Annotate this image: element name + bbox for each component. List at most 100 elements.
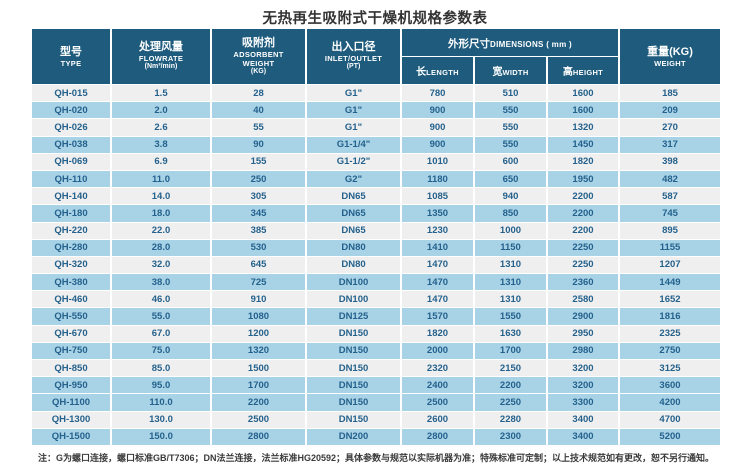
cell-inlet: DN150 (305, 341, 402, 361)
cell-adsorbent: 1320 (210, 341, 307, 361)
table-row: QH-380 38.0 725 DN100 1470 1310 2360 1449 (30, 273, 722, 292)
col-header-adsorbent-unit: (KG) (250, 67, 267, 75)
cell-adsorbent: 55 (210, 118, 307, 137)
cell-weight: 5200 (618, 427, 722, 446)
col-header-inlet-en: INLET/OUTLET (324, 54, 383, 64)
table-row: QH-670 67.0 1200 DN150 1820 1630 2950 2325 (30, 324, 722, 343)
cell-weight: 209 (618, 101, 722, 120)
table-row: QH-026 2.6 55 G1" 900 550 1320 270 (30, 118, 722, 137)
col-header-inlet-cn: 出入口径 (331, 41, 376, 54)
footnote: 注：G为螺口连接，螺口标准GB/T7306；DN法兰连接，法兰标准HG20592… (38, 453, 715, 463)
cell-length: 1410 (400, 238, 475, 257)
cell-adsorbent: 1700 (210, 376, 307, 395)
cell-weight: 1652 (618, 290, 722, 309)
cell-adsorbent: 530 (210, 238, 307, 257)
cell-adsorbent: 2200 (210, 393, 307, 412)
cell-inlet: G1-1/2" (305, 152, 402, 171)
table-row: QH-280 28.0 530 DN80 1410 1150 2250 1155 (30, 238, 722, 257)
cell-flowrate: 38.0 (110, 273, 212, 292)
cell-flowrate: 14.0 (110, 187, 212, 206)
cell-type: QH-850 (30, 358, 112, 378)
cell-height: 1950 (546, 169, 620, 189)
col-header-type-cn: 型号 (60, 45, 82, 58)
cell-inlet: DN100 (305, 290, 402, 309)
col-header-inlet: 出入口径 INLET/OUTLET (PT) (305, 28, 402, 85)
col-header-flowrate-en: FLOWRATE (138, 54, 184, 64)
cell-inlet: DN150 (305, 358, 402, 378)
cell-length: 900 (400, 135, 475, 154)
cell-flowrate: 2.0 (110, 101, 212, 120)
col-header-adsorbent-cn: 吸附剂 (242, 36, 275, 49)
cell-flowrate: 67.0 (110, 324, 212, 343)
cell-adsorbent: 1500 (210, 358, 307, 378)
table-row: QH-550 55.0 1080 DN125 1570 1550 2900 1816 (30, 307, 722, 326)
page-title: 无热再生吸附式干燥机规格参数表 (262, 11, 488, 27)
cell-weight: 1207 (618, 255, 722, 275)
col-header-length: 长LENGTH (400, 56, 475, 85)
table-row: QH-038 3.8 90 G1-1/4" 900 550 1450 317 (30, 135, 722, 154)
cell-length: 1470 (400, 273, 475, 292)
cell-adsorbent: 645 (210, 255, 307, 275)
cell-width: 2300 (473, 427, 548, 446)
cell-inlet: DN65 (305, 187, 402, 206)
cell-width: 1550 (473, 307, 548, 326)
cell-flowrate: 18.0 (110, 204, 212, 223)
cell-weight: 2750 (618, 341, 722, 361)
cell-height: 2900 (546, 307, 620, 326)
cell-adsorbent: 1200 (210, 324, 307, 343)
cell-adsorbent: 305 (210, 187, 307, 206)
spec-table: 型号 TYPE 处理风量 FLOWRATE (Nm³/min) 吸附剂 ADSO… (30, 28, 722, 446)
cell-height: 1820 (546, 152, 620, 171)
table-header: 型号 TYPE 处理风量 FLOWRATE (Nm³/min) 吸附剂 ADSO… (30, 28, 722, 85)
cell-adsorbent: 2800 (210, 427, 307, 446)
cell-flowrate: 75.0 (110, 341, 212, 361)
cell-height: 3400 (546, 427, 620, 446)
col-header-inlet-unit: (PT) (346, 63, 361, 71)
cell-inlet: DN65 (305, 221, 402, 240)
cell-height: 2200 (546, 187, 620, 206)
col-header-height-en: HEIGHT (572, 67, 604, 77)
col-header-weight-cn: 重量(KG) (647, 45, 693, 58)
cell-length: 2500 (400, 393, 475, 412)
table-body: QH-015 1.5 28 G1" 780 510 1600 185 QH-020 2.0 40 G1… (30, 83, 722, 446)
cell-adsorbent: 385 (210, 221, 307, 240)
cell-weight: 398 (618, 152, 722, 171)
col-header-flowrate-unit: (Nm³/min) (144, 63, 178, 71)
cell-height: 3300 (546, 393, 620, 412)
cell-weight: 317 (618, 135, 722, 154)
cell-height: 2360 (546, 273, 620, 292)
cell-weight: 2325 (618, 324, 722, 343)
col-header-adsorbent-en2: WEIGHT (242, 58, 275, 68)
cell-weight: 1816 (618, 307, 722, 326)
cell-width: 600 (473, 152, 548, 171)
cell-length: 1085 (400, 187, 475, 206)
table-row: QH-180 18.0 345 DN65 1350 850 2200 745 (30, 204, 722, 223)
cell-inlet: DN200 (305, 427, 402, 446)
cell-width: 1630 (473, 324, 548, 343)
cell-length: 1350 (400, 204, 475, 223)
cell-width: 550 (473, 101, 548, 120)
cell-weight: 3125 (618, 358, 722, 378)
table-row: QH-140 14.0 305 DN65 1085 940 2200 587 (30, 187, 722, 206)
cell-height: 1600 (546, 101, 620, 120)
cell-inlet: DN150 (305, 393, 402, 412)
col-header-adsorbent-en1: ADSORBENT (233, 49, 284, 59)
cell-width: 2150 (473, 358, 548, 378)
cell-width: 510 (473, 83, 548, 103)
cell-length: 900 (400, 118, 475, 137)
cell-length: 1820 (400, 324, 475, 343)
cell-length: 2800 (400, 427, 475, 446)
col-header-weight-en: WEIGHT (654, 58, 686, 68)
cell-flowrate: 55.0 (110, 307, 212, 326)
cell-type: QH-1300 (30, 410, 112, 429)
cell-width: 1700 (473, 341, 548, 361)
cell-type: QH-380 (30, 273, 112, 292)
cell-width: 2250 (473, 393, 548, 412)
col-header-height-cn: 高 (562, 66, 573, 78)
cell-width: 850 (473, 204, 548, 223)
cell-inlet: DN65 (305, 204, 402, 223)
cell-type: QH-015 (30, 83, 112, 103)
cell-adsorbent: 40 (210, 101, 307, 120)
table-row: QH-750 75.0 1320 DN150 2000 1700 2980 2750 (30, 341, 722, 361)
